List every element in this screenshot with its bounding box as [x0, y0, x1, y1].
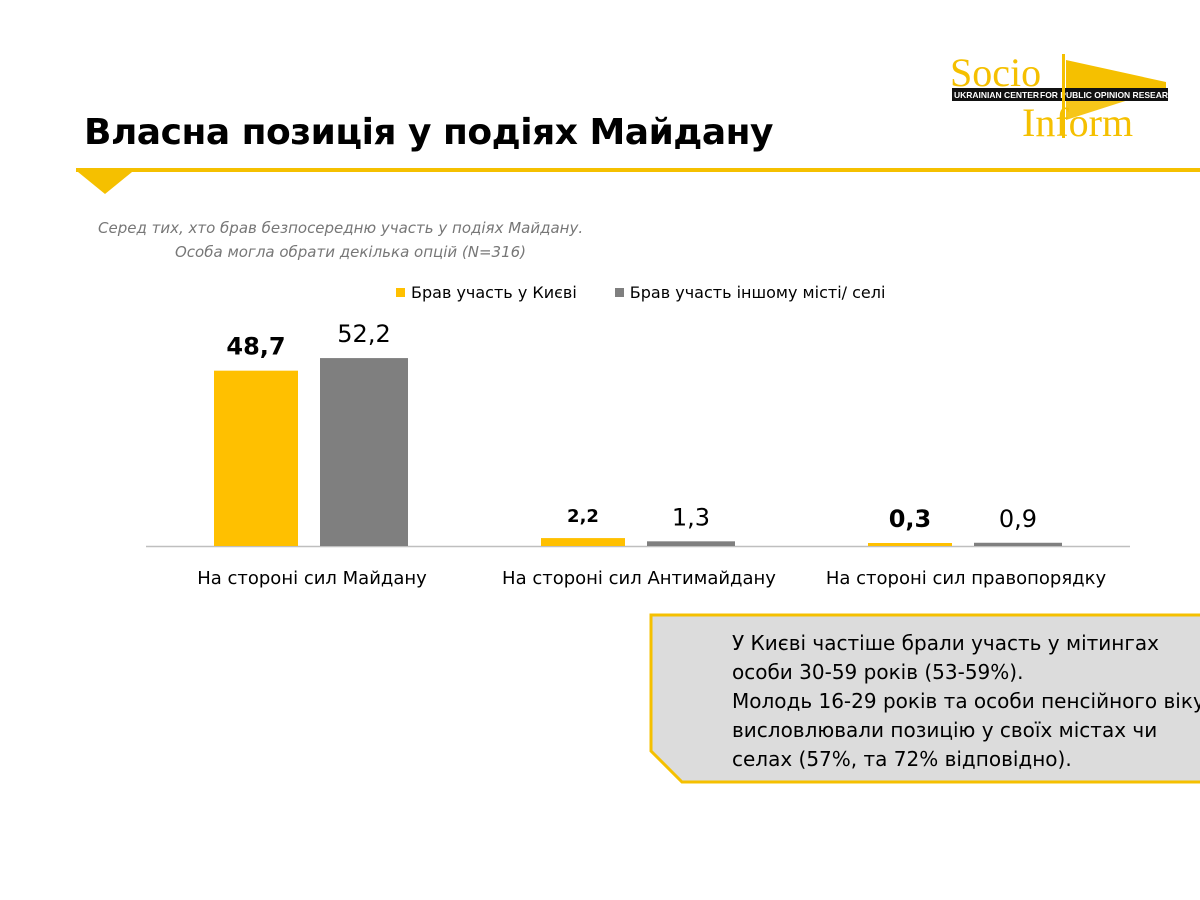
bar-other-2	[974, 542, 1062, 546]
legend-label-other: Брав участь іншому місті/ селі	[629, 283, 886, 302]
title-underline	[76, 168, 1200, 172]
chart-legend: Брав участь у Києві Брав участь іншому м…	[396, 283, 923, 302]
bar-other-1	[647, 541, 735, 546]
legend-item-other: Брав участь іншому місті/ селі	[614, 283, 886, 302]
data-label-other-2: 0,9	[999, 505, 1037, 533]
callout-note: У Києві частіше брали участь у мітингах …	[648, 612, 1200, 784]
callout-line-1: У Києві частіше брали участь у мітингах	[732, 631, 1159, 655]
logo-band-left: UKRAINIAN CENTER	[954, 90, 1039, 100]
data-label-other-1: 1,3	[672, 503, 710, 531]
title-underline-marker	[78, 172, 132, 194]
data-label-kyiv-2: 0,3	[889, 505, 932, 533]
callout-line-4: висловлювали позицію у своїх містах чи	[732, 718, 1158, 742]
bar-kyiv-1	[541, 538, 625, 546]
category-label-2: На стороні сил правопорядку	[826, 568, 1107, 589]
legend-swatch-kyiv	[396, 288, 405, 297]
legend-label-kyiv: Брав участь у Києві	[411, 283, 577, 302]
logo-top-word: Socio	[950, 52, 1041, 95]
callout-line-5: селах (57%, та 72% відповідно).	[732, 747, 1072, 771]
callout-line-3: Молодь 16-29 років та особи пенсійного в…	[732, 689, 1200, 713]
logo-band-right: FOR PUBLIC OPINION RESEARCH	[1040, 90, 1170, 100]
category-label-0: На стороні сил Майдану	[197, 568, 427, 589]
callout-text: У Києві частіше брали участь у мітингах …	[732, 629, 1200, 774]
socio-inform-logo: UKRAINIAN CENTER FOR PUBLIC OPINION RESE…	[950, 52, 1170, 142]
bar-kyiv-0	[214, 370, 298, 546]
callout-frame	[649, 613, 1200, 784]
legend-item-kyiv: Брав участь у Києві	[396, 283, 577, 302]
bar-kyiv-2	[868, 543, 952, 546]
subtitle-line-2: Особа могла обрати декілька опцій (N=316…	[175, 243, 527, 261]
logo-bottom-word: Inform	[1022, 100, 1133, 142]
data-label-kyiv-1: 2,2	[567, 506, 599, 527]
legend-swatch-other	[614, 288, 624, 297]
page-title: Власна позиція у подіях Майдану	[84, 112, 774, 153]
bar-other-0	[320, 358, 408, 546]
category-label-1: На стороні сил Антимайдану	[502, 568, 776, 589]
data-label-other-0: 52,2	[337, 320, 390, 348]
subtitle-line-1: Серед тих, хто брав безпосередню участь …	[98, 219, 584, 237]
data-label-kyiv-0: 48,7	[226, 333, 285, 361]
bar-chart: 48,7 52,2 На стороні сил Майдану 2,2 1,3 На с…	[146, 320, 1130, 589]
callout-line-2: особи 30-59 років (53-59%).	[732, 660, 1024, 684]
